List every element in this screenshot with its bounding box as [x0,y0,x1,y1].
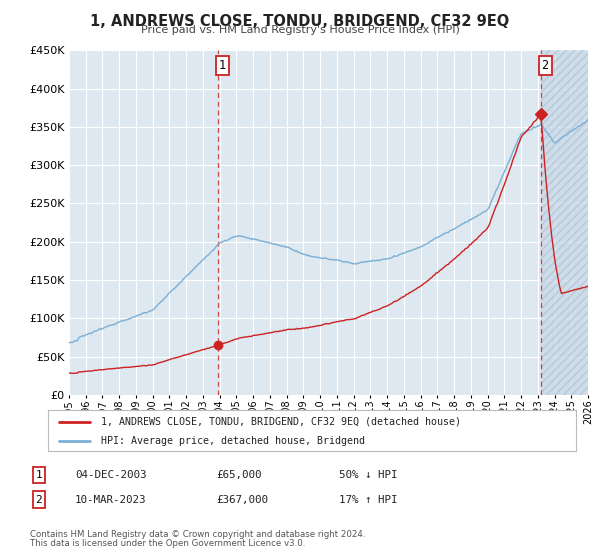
Text: 1, ANDREWS CLOSE, TONDU, BRIDGEND, CF32 9EQ (detached house): 1, ANDREWS CLOSE, TONDU, BRIDGEND, CF32 … [101,417,461,427]
Text: 2: 2 [35,494,43,505]
Text: 1: 1 [35,470,43,480]
Text: This data is licensed under the Open Government Licence v3.0.: This data is licensed under the Open Gov… [30,539,305,548]
Text: 50% ↓ HPI: 50% ↓ HPI [339,470,397,480]
Text: 2: 2 [542,59,549,72]
Text: 17% ↑ HPI: 17% ↑ HPI [339,494,397,505]
Text: 10-MAR-2023: 10-MAR-2023 [75,494,146,505]
Text: 1: 1 [219,59,226,72]
Text: 04-DEC-2003: 04-DEC-2003 [75,470,146,480]
Text: Price paid vs. HM Land Registry's House Price Index (HPI): Price paid vs. HM Land Registry's House … [140,25,460,35]
Bar [541,50,588,395]
Text: 1, ANDREWS CLOSE, TONDU, BRIDGEND, CF32 9EQ: 1, ANDREWS CLOSE, TONDU, BRIDGEND, CF32 … [91,14,509,29]
Text: HPI: Average price, detached house, Bridgend: HPI: Average price, detached house, Brid… [101,436,365,446]
Text: £367,000: £367,000 [216,494,268,505]
Text: Contains HM Land Registry data © Crown copyright and database right 2024.: Contains HM Land Registry data © Crown c… [30,530,365,539]
Text: £65,000: £65,000 [216,470,262,480]
